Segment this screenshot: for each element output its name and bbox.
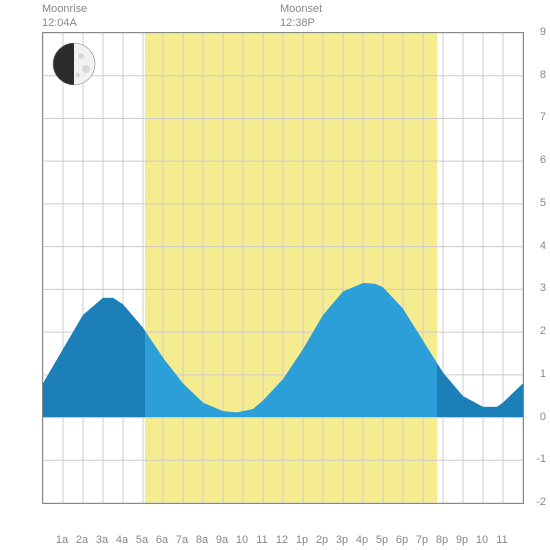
- y-tick-label: 6: [540, 154, 546, 166]
- x-tick-label: 10: [236, 534, 248, 546]
- x-tick-label: 7a: [176, 534, 188, 546]
- x-tick-label: 1a: [56, 534, 68, 546]
- moonset-time: 12:38P: [280, 17, 315, 29]
- tide-chart-container: Moonrise 12:04A Moonset 12:38P -2-101234…: [0, 0, 550, 550]
- y-tick-label: 7: [540, 111, 546, 123]
- x-tick-label: 4a: [116, 534, 128, 546]
- y-tick-label: 4: [540, 240, 546, 252]
- y-tick-label: -2: [536, 496, 546, 508]
- moonset-label: Moonset: [280, 3, 322, 15]
- chart-svg: [43, 33, 523, 503]
- x-tick-label: 8p: [436, 534, 448, 546]
- x-tick-label: 9p: [456, 534, 468, 546]
- moonrise-label: Moonrise: [42, 3, 87, 15]
- y-tick-label: 0: [540, 411, 546, 423]
- moon-phase-icon: [52, 42, 96, 86]
- y-tick-label: 1: [540, 368, 546, 380]
- y-tick-label: 5: [540, 197, 546, 209]
- y-tick-label: 2: [540, 325, 546, 337]
- x-tick-label: 9a: [216, 534, 228, 546]
- x-tick-label: 8a: [196, 534, 208, 546]
- moonrise-header: Moonrise 12:04A: [42, 2, 87, 31]
- chart-plot-area: [42, 32, 524, 504]
- x-tick-label: 7p: [416, 534, 428, 546]
- x-tick-label: 11: [256, 534, 267, 546]
- x-tick-label: 5p: [376, 534, 388, 546]
- x-tick-label: 2a: [76, 534, 88, 546]
- moonrise-time: 12:04A: [42, 17, 77, 29]
- y-tick-label: -1: [536, 453, 546, 465]
- x-tick-label: 3a: [96, 534, 108, 546]
- x-tick-label: 1p: [296, 534, 308, 546]
- y-tick-label: 3: [540, 282, 546, 294]
- x-tick-label: 3p: [336, 534, 348, 546]
- x-tick-label: 11: [496, 534, 507, 546]
- x-tick-label: 4p: [356, 534, 368, 546]
- x-tick-label: 12: [276, 534, 288, 546]
- moonset-header: Moonset 12:38P: [280, 2, 322, 31]
- y-tick-label: 8: [540, 69, 546, 81]
- x-tick-label: 2p: [316, 534, 328, 546]
- x-tick-label: 10: [476, 534, 488, 546]
- x-tick-label: 6p: [396, 534, 408, 546]
- x-tick-label: 5a: [136, 534, 148, 546]
- y-tick-label: 9: [540, 26, 546, 38]
- x-tick-label: 6a: [156, 534, 168, 546]
